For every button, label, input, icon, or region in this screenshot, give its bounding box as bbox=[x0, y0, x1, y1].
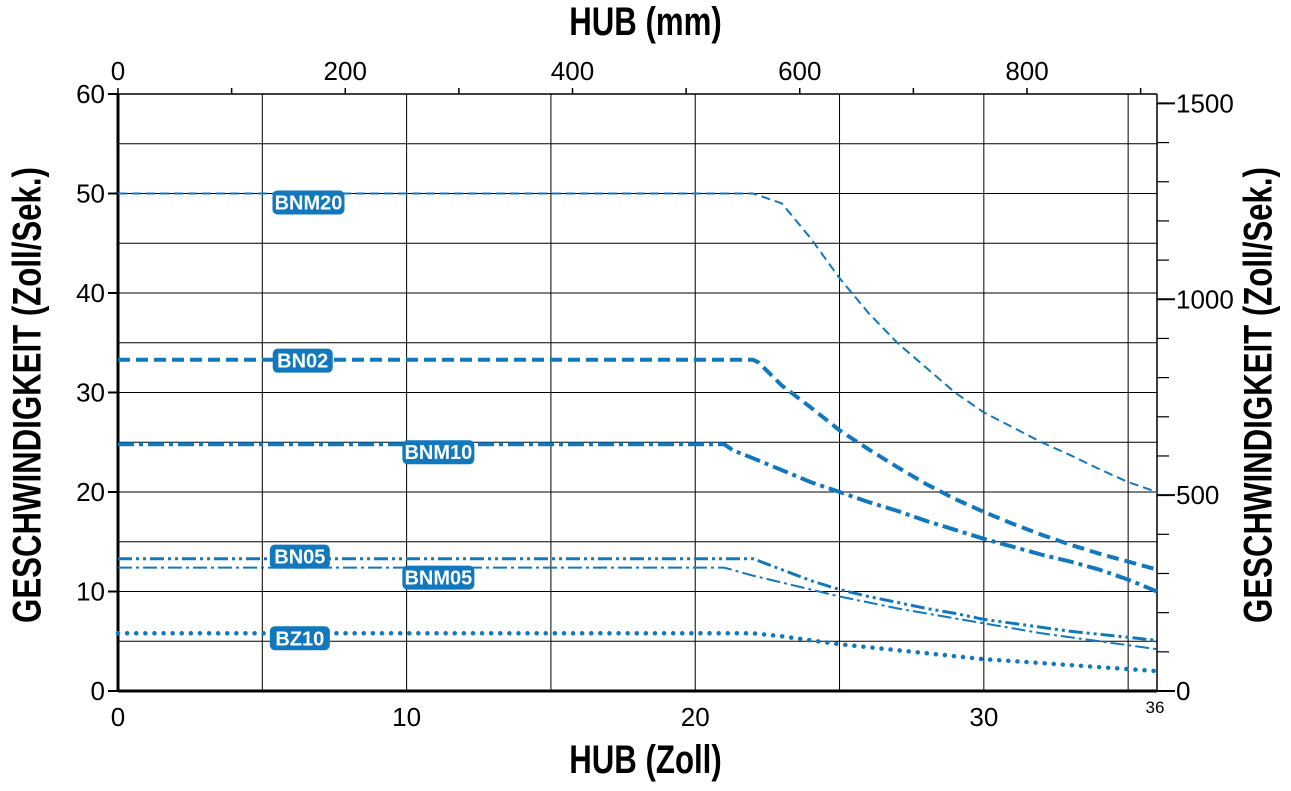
series-label-bnm10: BNM10 bbox=[402, 440, 475, 465]
series-line-bnm10 bbox=[118, 442, 1158, 594]
top-tick-label: 200 bbox=[324, 56, 367, 86]
bottom-tick-label: 30 bbox=[969, 702, 998, 732]
bottom-tick-label: 10 bbox=[392, 702, 421, 732]
series-line-bn02 bbox=[118, 357, 1158, 572]
bottom-tick-label: 20 bbox=[681, 702, 710, 732]
left-tick-label: 0 bbox=[91, 676, 105, 706]
left-tick-label: 30 bbox=[76, 378, 105, 408]
right-tick-label: 1000 bbox=[1176, 284, 1234, 314]
series-label-box bbox=[402, 565, 475, 590]
series-label-box bbox=[269, 626, 330, 651]
right-tick-label: 500 bbox=[1176, 480, 1219, 510]
series-label-bnm05: BNM05 bbox=[402, 565, 475, 590]
left-tick-label: 50 bbox=[76, 179, 105, 209]
series-label-box bbox=[269, 544, 330, 569]
series-line-bnm05 bbox=[118, 566, 1158, 651]
top-tick-label: 400 bbox=[551, 56, 594, 86]
series-label-text: BNM10 bbox=[404, 442, 472, 464]
right-tick-label: 0 bbox=[1176, 676, 1190, 706]
left-tick-label: 40 bbox=[76, 278, 105, 308]
bottom-end-label: 36 bbox=[1146, 698, 1165, 717]
left-tick-label: 20 bbox=[76, 477, 105, 507]
series-label-text: BNM05 bbox=[404, 568, 472, 590]
series-label-bz10: BZ10 bbox=[269, 626, 330, 651]
left-tick-label: 60 bbox=[76, 79, 105, 109]
series-label-bnm20: BNM20 bbox=[272, 190, 345, 215]
series-label-text: BN02 bbox=[277, 351, 328, 373]
top-axis-title: HUB (mm) bbox=[569, 0, 722, 44]
series-label-text: BNM20 bbox=[275, 192, 343, 214]
grid-lines bbox=[118, 94, 1157, 691]
series-label-box bbox=[402, 440, 475, 465]
series-label-text: BN05 bbox=[274, 547, 325, 569]
series-label-bn05: BN05 bbox=[269, 544, 330, 569]
series-line-bn05 bbox=[118, 557, 1158, 642]
top-tick-label: 0 bbox=[111, 56, 125, 86]
left-tick-label: 10 bbox=[76, 577, 105, 607]
series-line-bnm20 bbox=[118, 192, 1158, 493]
top-tick-label: 800 bbox=[1005, 56, 1048, 86]
series-label-box bbox=[272, 348, 333, 373]
bottom-axis-title: HUB (Zoll) bbox=[569, 738, 722, 782]
series-label-box bbox=[272, 190, 345, 215]
top-tick-label: 600 bbox=[778, 56, 821, 86]
series-label-text: BZ10 bbox=[275, 628, 324, 650]
bottom-tick-label: 0 bbox=[111, 702, 125, 732]
series-label-bn02: BN02 bbox=[272, 348, 333, 373]
right-tick-label: 1500 bbox=[1176, 88, 1234, 118]
